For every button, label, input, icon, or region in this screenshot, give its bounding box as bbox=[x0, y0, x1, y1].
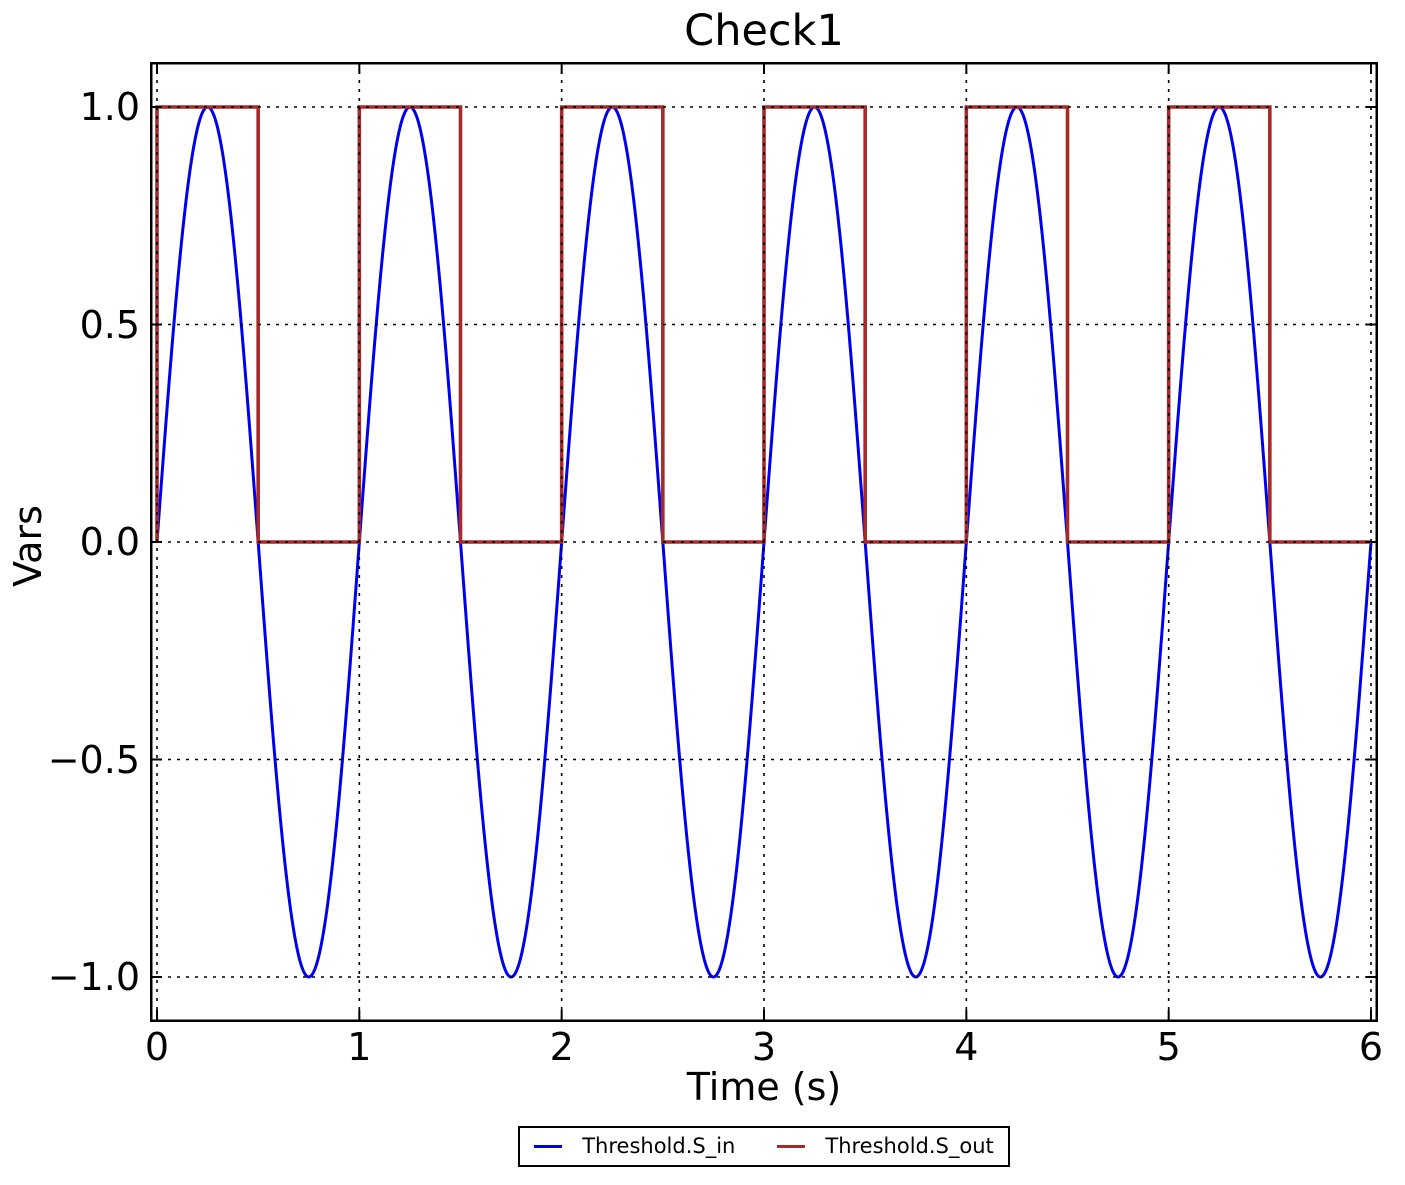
x-axis-label: Time (s) bbox=[686, 1065, 842, 1109]
legend-label-s-in: Threshold.S_in bbox=[582, 1134, 736, 1158]
y-tick-label: 1.0 bbox=[79, 85, 140, 129]
x-tick-label: 1 bbox=[347, 1025, 372, 1069]
legend: Threshold.S_in Threshold.S_out bbox=[150, 1126, 1378, 1167]
x-tick-label: 0 bbox=[144, 1025, 170, 1069]
y-tick-label: 0.5 bbox=[79, 302, 140, 347]
legend-line-sample-s-in-icon bbox=[534, 1144, 563, 1148]
x-tick-label: 6 bbox=[1358, 1025, 1384, 1069]
y-tick-label: −0.5 bbox=[47, 737, 140, 782]
plot-area bbox=[150, 62, 1378, 1022]
x-tick-label: 4 bbox=[954, 1025, 979, 1069]
legend-line-sample-s-out-icon bbox=[777, 1144, 806, 1148]
legend-entry-s-out: Threshold.S_out bbox=[777, 1133, 994, 1159]
y-tick-label: −1.0 bbox=[47, 955, 140, 999]
y-tick-label: 0.0 bbox=[79, 520, 140, 564]
legend-box: Threshold.S_in Threshold.S_out bbox=[518, 1126, 1010, 1167]
chart-title: Check1 bbox=[684, 6, 844, 56]
x-tick-label: 3 bbox=[751, 1025, 777, 1069]
legend-entry-s-in: Threshold.S_in bbox=[534, 1133, 735, 1159]
legend-label-s-out: Threshold.S_out bbox=[825, 1134, 994, 1158]
x-tick-label: 5 bbox=[1156, 1025, 1181, 1069]
x-tick-label: 2 bbox=[549, 1025, 574, 1069]
